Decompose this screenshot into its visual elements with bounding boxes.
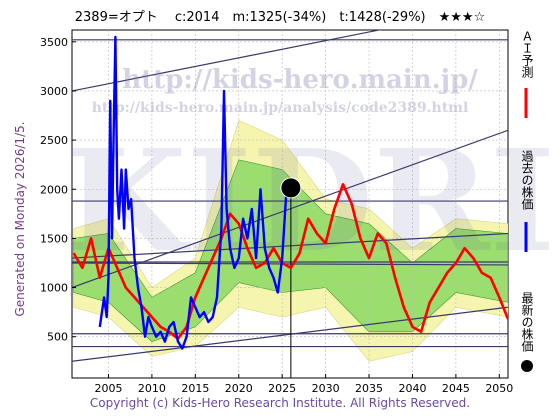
- channel-line-5: [72, 262, 508, 266]
- x-tick-label-5: 2030: [312, 382, 340, 395]
- series-ai-forecast: [72, 183, 508, 340]
- x-tick-label-6: 2035: [355, 382, 383, 395]
- watermark-big: KIDRI: [65, 120, 555, 284]
- x-tick-label-0: 2005: [94, 382, 122, 395]
- channel-lines: [72, 30, 508, 362]
- watermark-analysis-url: http://kids-hero.main.jp/analysis/code23…: [92, 100, 469, 116]
- x-tick-label-3: 2020: [225, 382, 253, 395]
- y-tick-label-4: 2500: [40, 134, 68, 147]
- y-tick-label-3: 2000: [40, 183, 68, 196]
- series-layer: [72, 35, 508, 378]
- channel-line-6: [72, 232, 508, 259]
- axes: 2005 2010 2015 2020 2025 2030 2035 2040 2045 2050…: [40, 36, 513, 395]
- legend-latest-label: 最新の株価: [520, 292, 534, 352]
- x-tick-label-8: 2045: [442, 382, 470, 395]
- latest-price-point: [280, 177, 302, 199]
- watermark-url: http://kids-hero.main.jp/: [122, 65, 478, 95]
- x-tick-label-9: 2050: [485, 382, 513, 395]
- legend-forecast-label: ＡＩ予測: [520, 30, 534, 78]
- y-tick-label-1: 1000: [40, 282, 68, 295]
- channel-line-9: [72, 306, 508, 362]
- series-past-price: [98, 35, 292, 350]
- y-tick-label-6: 3500: [40, 36, 68, 49]
- legend: [521, 88, 533, 372]
- chart-title: 2389=オプト c:2014 m:1325(-34%) t:1428(-29%…: [74, 10, 486, 25]
- channel-line-1: [72, 30, 383, 92]
- x-tick-label-4: 2025: [268, 382, 296, 395]
- legend-latest-swatch: [521, 360, 533, 372]
- generated-note: Generated on Monday 2026/1/5.: [13, 121, 27, 317]
- copyright-footer: Copyright (c) Kids-Hero Research Institu…: [89, 396, 471, 410]
- y-tick-label-5: 3000: [40, 85, 68, 98]
- legend-past-label: 過去の株価: [520, 150, 534, 210]
- channel-line-4: [72, 129, 508, 289]
- x-tick-label-1: 2010: [138, 382, 166, 395]
- x-tick-label-2: 2015: [181, 382, 209, 395]
- x-tick-label-7: 2040: [398, 382, 426, 395]
- y-tick-label-0: 500: [47, 331, 68, 344]
- y-tick-label-2: 1500: [40, 232, 68, 245]
